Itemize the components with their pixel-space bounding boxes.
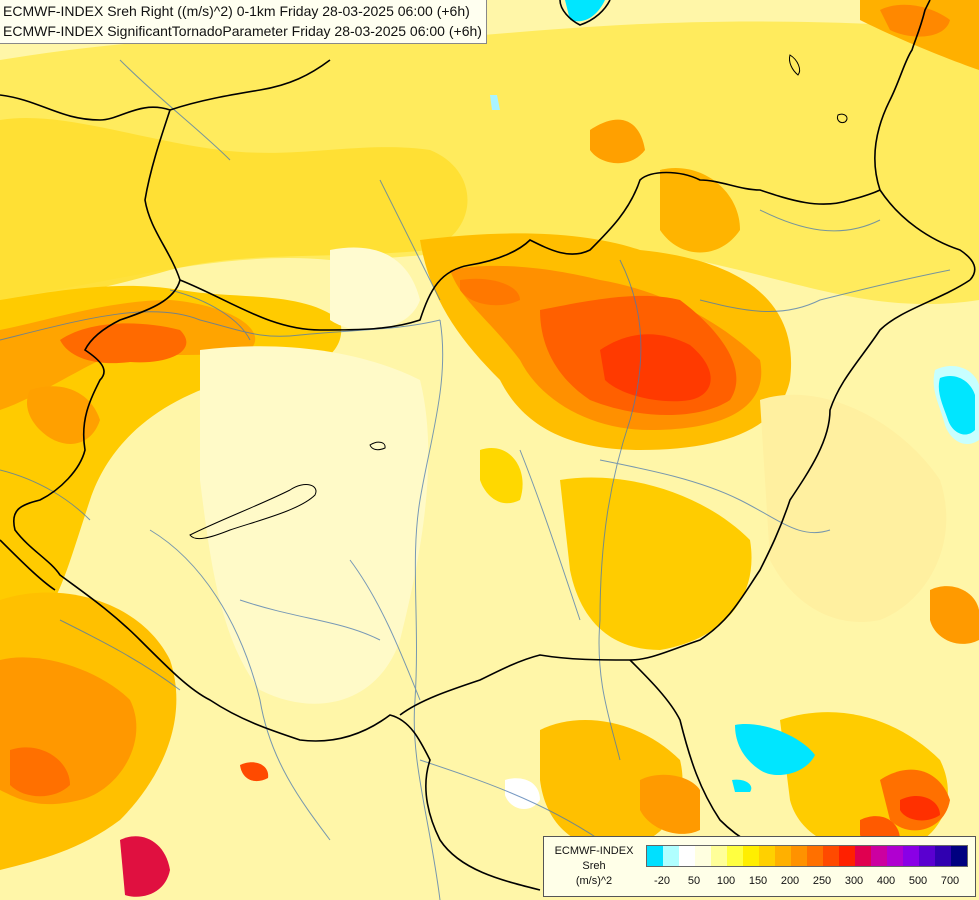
legend-swatch <box>855 846 871 866</box>
legend-model: ECMWF-INDEX <box>554 845 634 857</box>
legend-swatch <box>791 846 807 866</box>
legend-swatch <box>695 846 711 866</box>
legend-swatch <box>711 846 727 866</box>
legend-swatch <box>663 846 679 866</box>
legend-swatch <box>775 846 791 866</box>
legend-swatch <box>935 846 951 866</box>
legend-color-scale <box>646 845 968 867</box>
legend-label: ECMWF-INDEX Sreh (m/s)^2 <box>546 844 642 889</box>
title-line-2: ECMWF-INDEX SignificantTornadoParameter … <box>3 23 482 39</box>
legend-tick: 150 <box>748 875 768 887</box>
legend-swatch <box>647 846 663 866</box>
legend-parameter: Sreh <box>582 860 606 872</box>
legend-units: (m/s)^2 <box>575 875 613 887</box>
legend-swatch <box>919 846 935 866</box>
legend-tick: 100 <box>716 875 736 887</box>
legend-tick: 250 <box>812 875 832 887</box>
legend-tick: -20 <box>654 875 670 887</box>
legend-swatch <box>759 846 775 866</box>
legend-swatch <box>743 846 759 866</box>
title-line-1: ECMWF-INDEX Sreh Right ((m/s)^2) 0-1km F… <box>3 3 470 19</box>
color-legend: ECMWF-INDEX Sreh (m/s)^2 -20 50 100 150 200 2… <box>543 836 976 897</box>
legend-swatch <box>807 846 823 866</box>
legend-swatch <box>871 846 887 866</box>
legend-swatch <box>823 846 839 866</box>
legend-tick-labels: -20 50 100 150 200 250 300 400 500 700 <box>646 875 976 891</box>
legend-swatch <box>887 846 903 866</box>
legend-swatch <box>727 846 743 866</box>
legend-tick: 400 <box>876 875 896 887</box>
legend-swatch <box>903 846 919 866</box>
legend-tick: 50 <box>687 875 701 887</box>
lakes <box>189 54 848 540</box>
legend-tick: 500 <box>908 875 928 887</box>
legend-swatch <box>951 846 967 866</box>
legend-swatch <box>679 846 695 866</box>
map-title: ECMWF-INDEX Sreh Right ((m/s)^2) 0-1km F… <box>0 0 487 44</box>
legend-tick: 700 <box>940 875 960 887</box>
legend-tick: 300 <box>844 875 864 887</box>
legend-swatch <box>839 846 855 866</box>
legend-tick: 200 <box>780 875 800 887</box>
